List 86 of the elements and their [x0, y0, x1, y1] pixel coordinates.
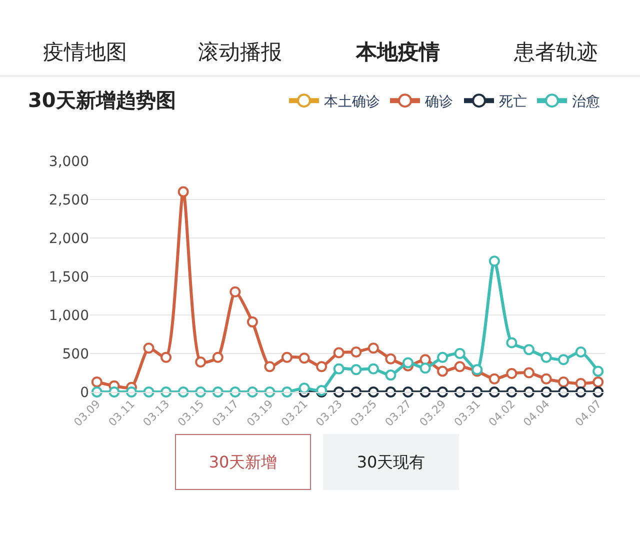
point: [472, 386, 483, 398]
point: [454, 361, 466, 372]
point: [575, 346, 586, 358]
text: 患者轨迹: [513, 40, 598, 64]
text: 30天现有: [356, 452, 426, 472]
point: [488, 373, 500, 384]
legend-label: 确诊: [424, 94, 453, 110]
legend-label: 本土确诊: [324, 94, 380, 110]
point: [540, 373, 552, 384]
point: [506, 368, 518, 380]
y-tick-label: 2,000: [48, 230, 89, 247]
point: [368, 363, 379, 374]
point: [385, 353, 396, 364]
point: [178, 386, 189, 398]
point: [160, 386, 172, 398]
point: [592, 366, 604, 377]
point: [160, 352, 172, 363]
point: [437, 366, 448, 377]
legend-label: 治愈: [572, 94, 600, 110]
point: [523, 367, 534, 378]
point: [368, 342, 379, 354]
text: 疫情地图: [43, 40, 127, 64]
point: [195, 386, 206, 398]
point: [298, 382, 310, 394]
point: [592, 376, 604, 388]
point: [437, 352, 448, 363]
point: [282, 352, 293, 363]
point: [333, 386, 344, 398]
point: [575, 386, 586, 398]
point: [523, 386, 534, 398]
point: [385, 386, 396, 398]
point: [143, 386, 154, 398]
point: [540, 352, 552, 363]
point: [558, 354, 570, 366]
point: [333, 347, 344, 358]
point: [488, 256, 500, 267]
point: [143, 342, 154, 354]
point: [350, 364, 362, 376]
y-tick-label: 1,500: [48, 269, 89, 286]
point: [592, 386, 604, 398]
point: [506, 386, 518, 398]
y-tick-label: 2,500: [48, 192, 89, 208]
point: [368, 386, 379, 398]
point: [350, 386, 362, 398]
point: [454, 386, 466, 398]
point: [402, 357, 414, 368]
chart-title: 30天新增趋势图: [28, 88, 176, 112]
point: [333, 363, 344, 374]
point: [282, 386, 293, 398]
point: [91, 386, 102, 398]
point: [402, 386, 414, 398]
point: [420, 386, 431, 398]
y-tick-label: 0: [80, 384, 89, 401]
point: [108, 386, 120, 398]
point: [212, 352, 224, 363]
point: [195, 356, 206, 368]
point: [264, 386, 276, 398]
point: [264, 361, 276, 372]
point: [488, 386, 500, 398]
point: [523, 344, 534, 356]
point: [350, 346, 362, 358]
point: [212, 386, 224, 398]
point: [126, 386, 137, 398]
text: 本地疫情: [355, 40, 440, 64]
point: [558, 386, 570, 398]
point: [246, 386, 258, 398]
point: [230, 386, 241, 398]
point: [454, 348, 466, 359]
point: [558, 376, 570, 388]
point: [540, 386, 552, 398]
text: 滚动播报: [198, 40, 282, 64]
y-tick-label: 500: [62, 346, 89, 362]
point: [91, 376, 102, 388]
point: [420, 362, 431, 374]
text: 30天新增: [208, 452, 278, 472]
point: [437, 386, 448, 398]
y-tick-label: 1,000: [48, 308, 89, 324]
point: [316, 361, 328, 372]
point: [298, 352, 310, 364]
point: [178, 186, 189, 198]
point: [230, 286, 241, 298]
point: [246, 316, 258, 328]
y-tick-label: 3,000: [48, 154, 89, 170]
point: [385, 370, 396, 381]
point: [506, 337, 518, 348]
legend-label: 死亡: [499, 94, 527, 110]
